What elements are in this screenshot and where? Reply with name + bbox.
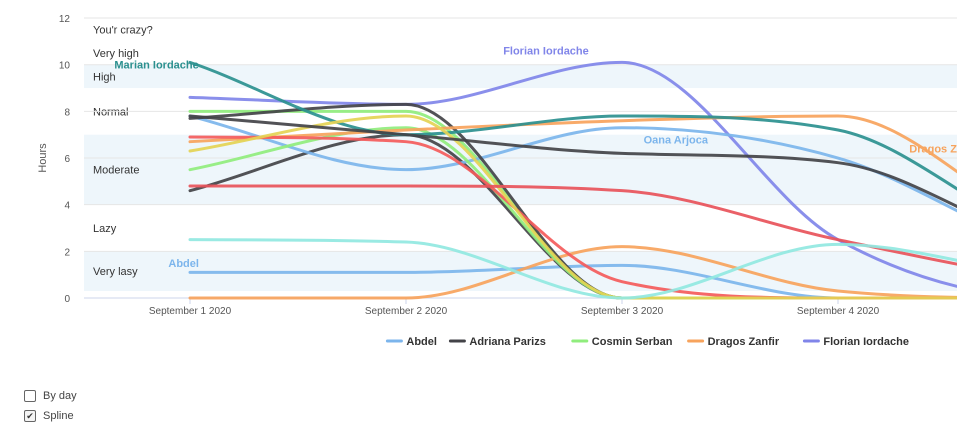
by-day-checkbox[interactable]: By day [24,386,77,406]
series-line-14 [188,238,957,300]
x-tick-label: September 1 2020 [149,306,232,317]
x-tick-label: September 3 2020 [581,306,664,317]
series-annotation: Abdel [168,258,199,270]
by-day-label: By day [43,390,77,402]
legend-item: Dragos Zanfir [708,336,780,348]
band-label: Very lasy [93,266,138,278]
x-tick-label: September 4 2020 [797,306,880,317]
plot-bands: Very lasy Lazy Moderate Normal High Very high… [84,25,957,292]
band-label: You'r crazy? [93,25,153,37]
band-label: Lazy [93,223,117,235]
checkbox-box[interactable]: ✔ [24,410,36,422]
series-line-12 [188,114,957,300]
chart-area: Very lasy Lazy Moderate Normal High Very high… [37,14,957,348]
checkbox-box[interactable] [24,390,36,402]
band-label: Very high [93,48,139,60]
plot-band [84,64,957,89]
x-axis-ticks: September 1 2020 September 2 2020 Septembe… [149,298,880,317]
series-annotations: Marian Iordache Florian Iordache Oana Arjo… [114,46,957,270]
legend-item: Cosmin Serban [592,336,673,348]
series-line-6 [188,114,957,213]
spline-label: Spline [43,410,74,422]
series-line-11 [188,135,957,300]
legend-item: Abdel [406,336,437,348]
series-lines [188,60,957,300]
series-line-13 [188,184,957,266]
line-chart: Very lasy Lazy Moderate Normal High Very high… [37,14,957,348]
chart-options: By day ✔ Spline [24,386,77,426]
y-tick-label: 10 [59,61,71,72]
series-annotation: Florian Iordache [503,46,589,58]
legend: Abdel Adriana Parizs Cosmin Serban Dragos Z… [385,336,909,348]
y-tick-label: 8 [64,107,70,118]
series-annotation: Marian Iordache [114,60,198,72]
y-tick-label: 4 [64,201,70,212]
y-axis-title: Hours [37,143,49,173]
band-label: Moderate [93,165,139,177]
band-label: High [93,71,116,83]
spline-checkbox[interactable]: ✔ Spline [24,406,77,426]
series-line-abdel [188,263,957,300]
legend-item: Adriana Parizs [469,336,545,348]
series-annotation: Oana Arjoca [644,134,709,146]
y-tick-label: 12 [59,14,71,25]
series-line-dragos-zanfir [188,245,957,300]
y-tick-label: 2 [64,247,70,258]
x-tick-label: September 2 2020 [365,306,448,317]
y-tick-label: 6 [64,154,70,165]
band-label: Normal [93,106,128,118]
y-axis-ticks: 0 2 4 6 8 10 12 [59,14,71,305]
legend-item: Florian Iordache [823,336,909,348]
series-line-15 [188,114,957,209]
series-annotation: Dragos Zanfir [909,144,957,156]
y-tick-label: 0 [64,294,70,305]
